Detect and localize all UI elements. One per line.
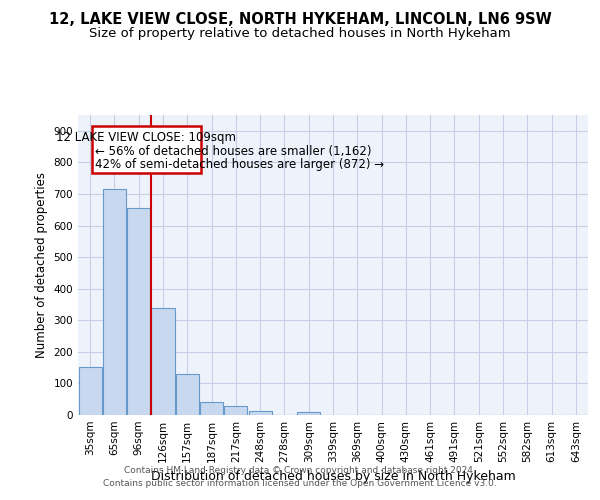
Text: Contains HM Land Registry data © Crown copyright and database right 2024.
Contai: Contains HM Land Registry data © Crown c… [103,466,497,487]
Bar [79,367,101,415]
Y-axis label: Number of detached properties: Number of detached properties [35,172,48,358]
Bar [297,412,320,415]
Bar [127,208,150,415]
Bar [224,406,247,415]
Bar [103,189,126,415]
X-axis label: Distribution of detached houses by size in North Hykeham: Distribution of detached houses by size … [151,470,515,484]
Text: ← 56% of detached houses are smaller (1,162): ← 56% of detached houses are smaller (1,… [95,145,371,158]
Text: Size of property relative to detached houses in North Hykeham: Size of property relative to detached ho… [89,28,511,40]
Bar [176,374,199,415]
Text: 12 LAKE VIEW CLOSE: 109sqm: 12 LAKE VIEW CLOSE: 109sqm [56,132,236,144]
Bar [151,308,175,415]
Bar [92,126,200,174]
Bar [200,402,223,415]
Text: 42% of semi-detached houses are larger (872) →: 42% of semi-detached houses are larger (… [95,158,383,172]
Bar [248,410,272,415]
Text: 12, LAKE VIEW CLOSE, NORTH HYKEHAM, LINCOLN, LN6 9SW: 12, LAKE VIEW CLOSE, NORTH HYKEHAM, LINC… [49,12,551,28]
